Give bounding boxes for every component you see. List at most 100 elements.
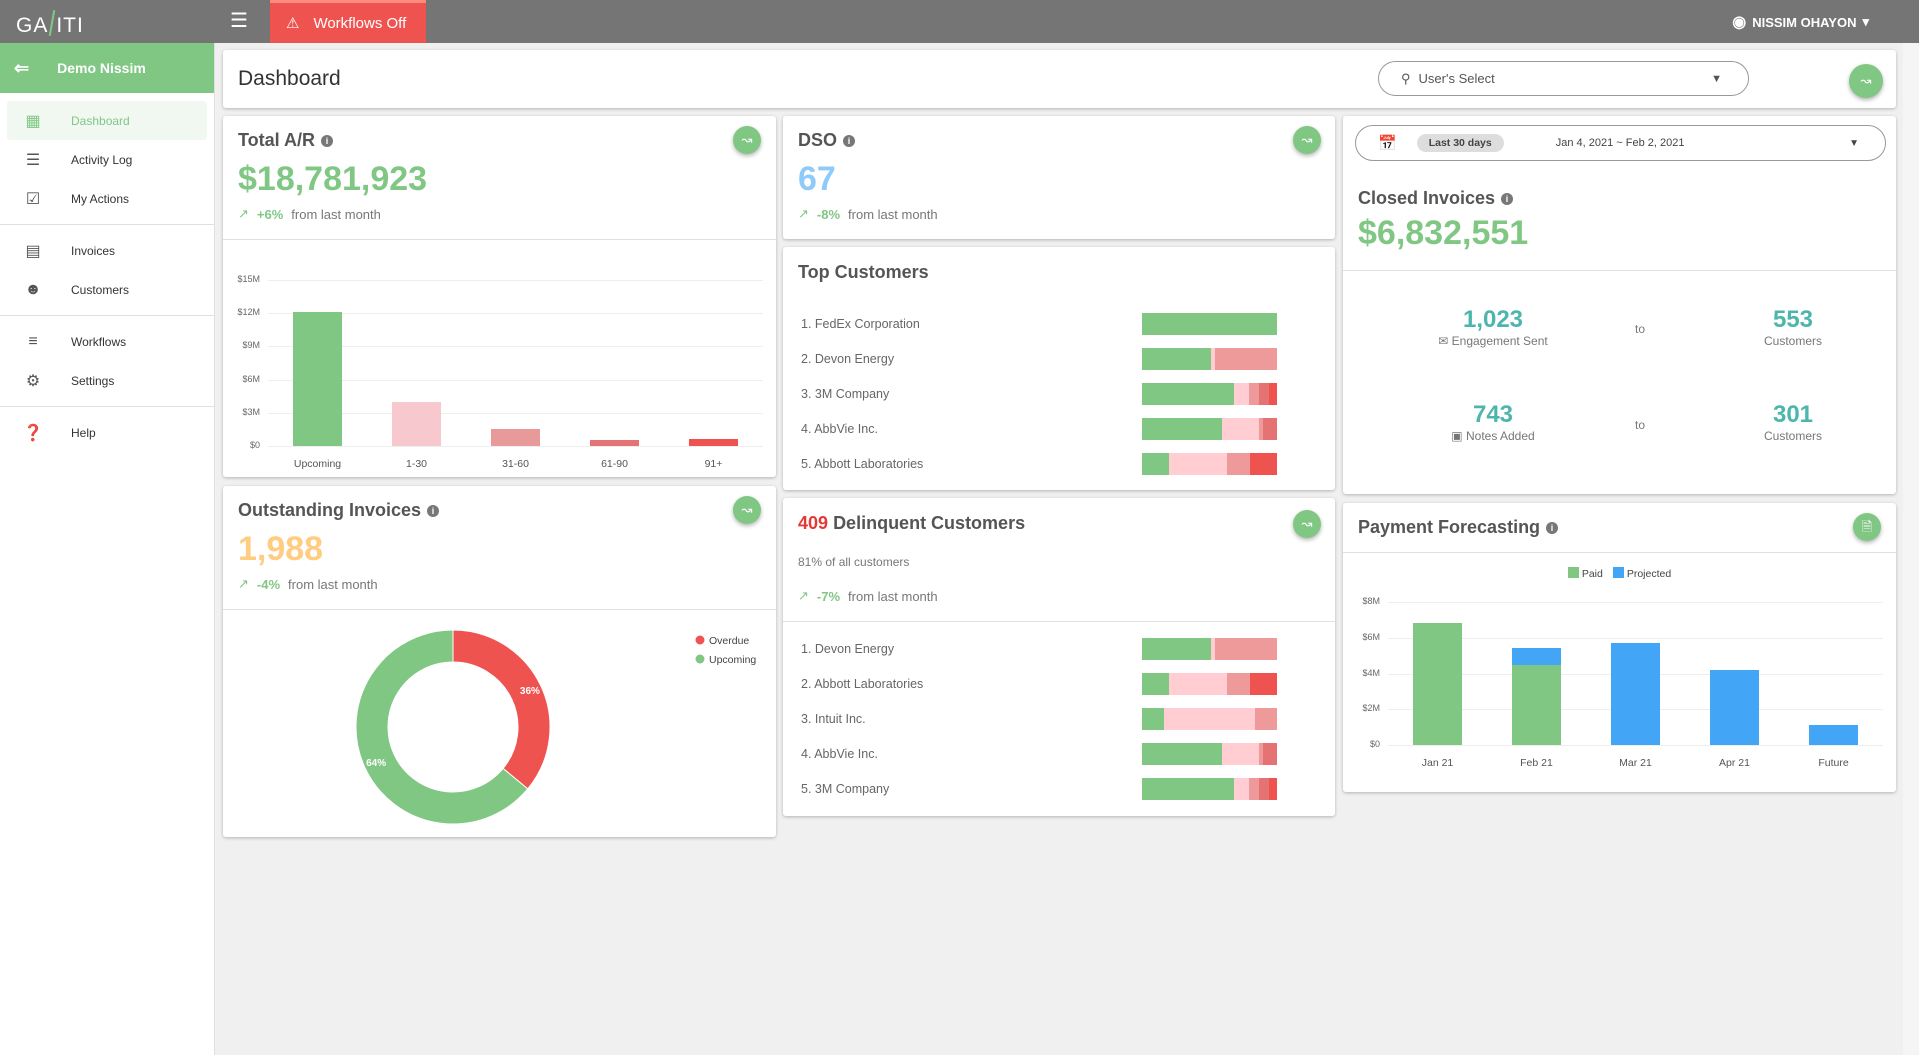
divider — [783, 621, 1335, 622]
sidebar-item-my-actions[interactable]: ☑ My Actions — [7, 179, 207, 218]
total-ar-card: Total A/R i ↝ $18,781,923 ↗ +6% from last m… — [223, 116, 776, 477]
user-search-icon: ⚲ — [1401, 70, 1411, 86]
list-item[interactable]: 1. FedEx Corporation — [801, 313, 1335, 335]
sidebar-item-settings[interactable]: ⚙ Settings — [7, 361, 207, 400]
x-tick-label: 31-60 — [502, 458, 529, 470]
x-tick-label: Future — [1818, 757, 1849, 769]
top-customers-card: Top Customers 1. FedEx Corporation 2. Dev… — [783, 247, 1335, 490]
info-icon[interactable]: i — [1501, 193, 1514, 205]
aging-segment — [1142, 673, 1169, 695]
trend: ↗ +6% from last month — [238, 206, 381, 222]
gridline — [268, 313, 763, 315]
info-icon[interactable]: i — [843, 135, 856, 147]
legend-label: Overdue — [709, 635, 749, 647]
list-item[interactable]: 3. Intuit Inc. — [801, 708, 1335, 730]
aging-segment — [1142, 348, 1211, 370]
chart-button[interactable]: ↝ — [1293, 126, 1321, 154]
label-text: Notes Added — [1465, 429, 1535, 443]
aging-segment — [1268, 383, 1277, 405]
export-excel-button[interactable]: 🗎 — [1853, 513, 1881, 541]
aging-bar — [1142, 313, 1277, 335]
outstanding-donut-chart: 36% 64% Overdue Upcoming — [355, 629, 756, 825]
mail-icon: ✉ — [1438, 334, 1449, 348]
list-item[interactable]: 4. AbbVie Inc. — [801, 743, 1335, 765]
customer-name: 4. AbbVie Inc. — [801, 422, 878, 436]
page-header: Dashboard ⚲ User's Select ▼ ↝ — [223, 50, 1896, 108]
title-text: Total A/R — [238, 130, 315, 150]
x-tick-label: 91+ — [704, 458, 723, 470]
aging-segment — [1263, 418, 1277, 440]
change-text: from last month — [848, 206, 938, 222]
hamburger-menu-icon[interactable]: ☰ — [230, 10, 248, 32]
info-icon[interactable]: i — [427, 505, 440, 517]
aging-segment — [1259, 418, 1264, 440]
legend-swatch — [1612, 567, 1624, 578]
aging-segment — [1259, 383, 1269, 405]
bar — [292, 312, 343, 446]
legend-item: Paid — [1567, 567, 1603, 580]
legend: Paid Projected — [1343, 567, 1896, 580]
info-icon[interactable]: i — [321, 135, 333, 147]
info-icon[interactable]: i — [1546, 522, 1559, 534]
sidebar-item-activity-log[interactable]: ☰ Activity Log — [7, 140, 207, 179]
stat-value: 1,023 — [1462, 306, 1524, 333]
aging-segment — [1233, 383, 1249, 405]
customer-name: 2. Devon Energy — [801, 352, 895, 366]
workflow-icon: ≡ — [28, 332, 38, 350]
aging-segment — [1210, 638, 1215, 660]
aging-segment — [1142, 708, 1164, 730]
y-tick-label: $8M — [1362, 596, 1380, 606]
sidebar-item-customers[interactable]: ☻ Customers — [7, 270, 207, 309]
logo[interactable]: GA ITI — [16, 10, 84, 38]
chart-button[interactable]: ↝ — [733, 496, 761, 524]
customer-name: 1. Devon Energy — [801, 642, 895, 656]
user-menu[interactable]: ◉ NISSIM OHAYON ▾ — [1732, 14, 1869, 31]
to-label: to — [1635, 418, 1646, 432]
workflows-off-button[interactable]: ⚠ Workflows Off — [270, 0, 426, 43]
list-item[interactable]: 5. Abbott Laboratories — [801, 453, 1335, 475]
donut-slice-overdue[interactable] — [452, 629, 551, 790]
outstanding-value: 1,988 — [238, 530, 324, 568]
gear-icon: ⚙ — [25, 372, 41, 390]
account-switcher[interactable]: ⇐ Demo Nissim — [0, 43, 214, 93]
list-item[interactable]: 5. 3M Company — [801, 778, 1335, 800]
scrollbar[interactable] — [1903, 43, 1919, 1055]
gridline — [1388, 637, 1883, 639]
sidebar: ⇐ Demo Nissim ▦ Dashboard ☰ Activity Log ☑ M… — [0, 43, 215, 1055]
bar — [688, 439, 739, 446]
sidebar-item-dashboard[interactable]: ▦ Dashboard — [7, 101, 207, 140]
aging-segment — [1210, 348, 1215, 370]
sidebar-item-help[interactable]: ❓ Help — [7, 413, 207, 452]
bar — [589, 440, 640, 446]
change-text: from last month — [291, 206, 381, 222]
list-item[interactable]: 2. Devon Energy — [801, 348, 1335, 370]
list-item[interactable]: 4. AbbVie Inc. — [801, 418, 1335, 440]
sidebar-item-invoices[interactable]: ▤ Invoices — [7, 231, 207, 270]
aging-bar — [1142, 383, 1277, 405]
chart-button[interactable]: ↝ — [1849, 64, 1883, 98]
list-item[interactable]: 1. Devon Energy — [801, 638, 1335, 660]
chart-button[interactable]: ↝ — [1293, 510, 1321, 538]
aging-bar — [1142, 708, 1277, 730]
gridline — [268, 446, 763, 447]
user-select-dropdown[interactable]: ⚲ User's Select ▼ — [1378, 61, 1749, 96]
chart-button[interactable]: ↝ — [733, 126, 761, 154]
sidebar-item-workflows[interactable]: ≡ Workflows — [7, 322, 207, 361]
date-range-picker[interactable]: 📅 Last 30 days Jan 4, 2021 ~ Feb 2, 2021… — [1355, 125, 1886, 161]
range-chip[interactable]: Last 30 days — [1416, 134, 1504, 152]
comment-icon: ▣ — [1451, 429, 1463, 443]
stat-label: ▣ Notes Added — [1403, 429, 1583, 443]
aging-segment — [1221, 418, 1260, 440]
total-ar-chart: $0 $3M $6M $9M $12M $15M Upcoming 1-30 31-60 61-9… — [223, 246, 776, 471]
donut-slice-upcoming[interactable] — [355, 629, 529, 825]
dso-card: DSO i ↝ 67 ↗ -8% from last month — [783, 116, 1335, 239]
aging-bar — [1142, 453, 1277, 475]
customers-stat: 553 Customers — [1703, 306, 1883, 348]
list-item[interactable]: 3. 3M Company — [801, 383, 1335, 405]
aging-segment — [1142, 418, 1222, 440]
list-item[interactable]: 2. Abbott Laboratories — [801, 673, 1335, 695]
trend: ↗ -8% from last month — [798, 206, 938, 222]
aging-segment — [1214, 348, 1277, 370]
stat-value: 301 — [1772, 401, 1814, 428]
customer-name: 4. AbbVie Inc. — [801, 747, 878, 761]
